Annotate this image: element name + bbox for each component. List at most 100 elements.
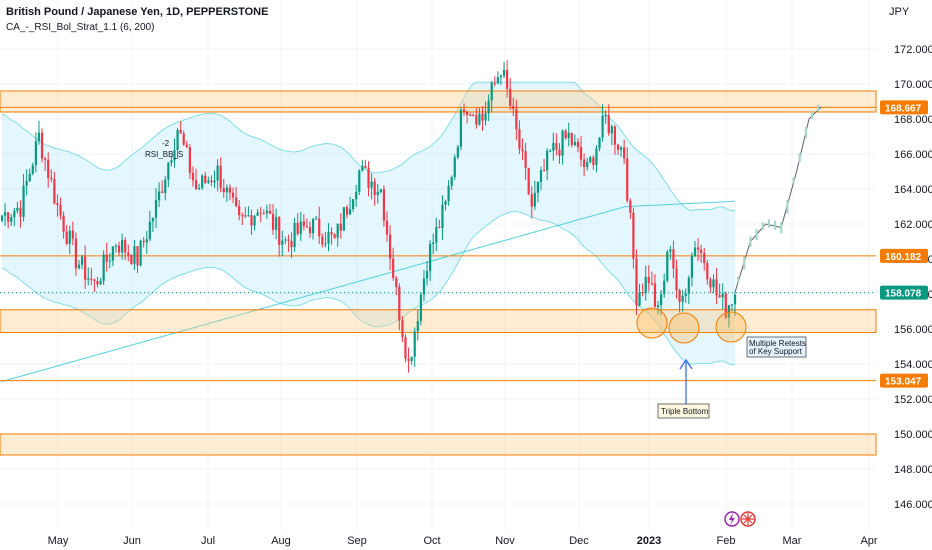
candle-body (524, 151, 527, 168)
candle-body (696, 247, 700, 250)
candle-body (663, 280, 666, 295)
flag-cross-icon (742, 513, 754, 525)
candle-body (527, 167, 530, 194)
candle-body (650, 283, 653, 285)
candle-body (521, 149, 524, 152)
candle-body (284, 239, 287, 241)
candle-body (493, 82, 496, 84)
candle-body (509, 88, 512, 106)
candle-body (570, 132, 573, 145)
price-axis[interactable]: 146.000 148.000 150.000 152.000 154.000 156.0… (894, 44, 932, 511)
candle-body (462, 109, 466, 112)
candle-body (198, 187, 201, 190)
retest-box (746, 336, 807, 358)
candle-body (592, 157, 595, 165)
candle-body (641, 292, 644, 294)
candle-body (7, 212, 10, 222)
x-tick-label: Nov (495, 535, 515, 547)
candle-body (576, 142, 580, 148)
candle-body (327, 232, 330, 244)
projected-candle (780, 222, 783, 234)
candle-body (102, 254, 105, 281)
candle-body (613, 126, 617, 145)
candle-body (518, 129, 521, 150)
time-axis[interactable]: May Jun Jul Aug Sep Oct Nov Dec 2023 Feb Mar Apr (48, 535, 878, 547)
candle-body (730, 304, 734, 306)
projected-candle (786, 199, 789, 214)
projected-candle (755, 229, 758, 241)
candle-body (315, 218, 318, 220)
candle-body (339, 223, 342, 231)
bottom-circle-3 (715, 311, 747, 343)
candle-body (170, 160, 173, 163)
candle-body (459, 109, 463, 147)
candle-body (62, 215, 65, 232)
candle-body (290, 240, 293, 248)
y-tick-label: 168.000 (894, 114, 932, 126)
candle-body (265, 210, 268, 214)
candle-body (573, 142, 576, 145)
y-tick-label: 150.000 (894, 429, 932, 441)
candle-body (68, 230, 71, 244)
candle-body (481, 113, 484, 121)
candle-body (595, 148, 598, 165)
projected-candle (767, 219, 771, 228)
candle-body (157, 191, 161, 201)
candle-body (475, 115, 478, 125)
projected-candle (761, 222, 764, 230)
candle-body (167, 162, 170, 180)
projected-candle (773, 220, 777, 230)
candle-body (238, 206, 241, 216)
candle-body (567, 132, 570, 139)
chart-title: British Pound / Japanese Yen, 1D, PEPPER… (6, 6, 268, 18)
projected-candle (737, 276, 740, 283)
x-tick-label: Apr (860, 535, 877, 547)
candle-body (533, 192, 536, 207)
moving-average-line (1, 200, 736, 382)
candle-body (151, 217, 155, 222)
price-badge (880, 373, 928, 388)
y-tick-label: 146.000 (894, 499, 932, 511)
candle-body (385, 220, 389, 235)
candle-body (241, 215, 244, 217)
candle-body (194, 180, 198, 190)
candle-body (558, 149, 561, 156)
candle-body (601, 115, 604, 138)
candle-body (410, 356, 413, 361)
candle-body (84, 256, 87, 280)
candle-body (259, 212, 262, 214)
candle-body (672, 249, 675, 269)
triple-bottom-box (657, 403, 710, 419)
x-tick-label: May (48, 535, 69, 547)
candle-body (453, 157, 456, 178)
candle-body (490, 82, 493, 101)
candle-body (669, 249, 672, 252)
candle-body (370, 181, 373, 188)
candle-body (465, 111, 469, 115)
candle-body (709, 279, 712, 288)
candle-body (47, 159, 50, 178)
candle-body (542, 170, 546, 172)
candle-body (44, 158, 47, 160)
candle-body (539, 170, 543, 182)
candle-body (721, 293, 724, 298)
candle-body (71, 230, 74, 239)
y-tick-label: 148.000 (894, 464, 932, 476)
candle-body (703, 252, 706, 264)
candle-body (31, 165, 34, 174)
candle-body (502, 69, 506, 76)
candle-body (348, 209, 352, 215)
candle-body (549, 150, 552, 152)
candle-body (318, 218, 321, 237)
support-resistance-zone (0, 90, 877, 113)
candle-body (108, 260, 111, 262)
candle-body (40, 132, 44, 159)
candle-body (647, 277, 650, 284)
candle-body (733, 294, 737, 305)
candle-body (87, 278, 90, 280)
x-tick-label: Sep (347, 535, 367, 547)
candle-body (425, 271, 429, 279)
candle-body (607, 115, 610, 134)
candle-body (546, 150, 549, 171)
